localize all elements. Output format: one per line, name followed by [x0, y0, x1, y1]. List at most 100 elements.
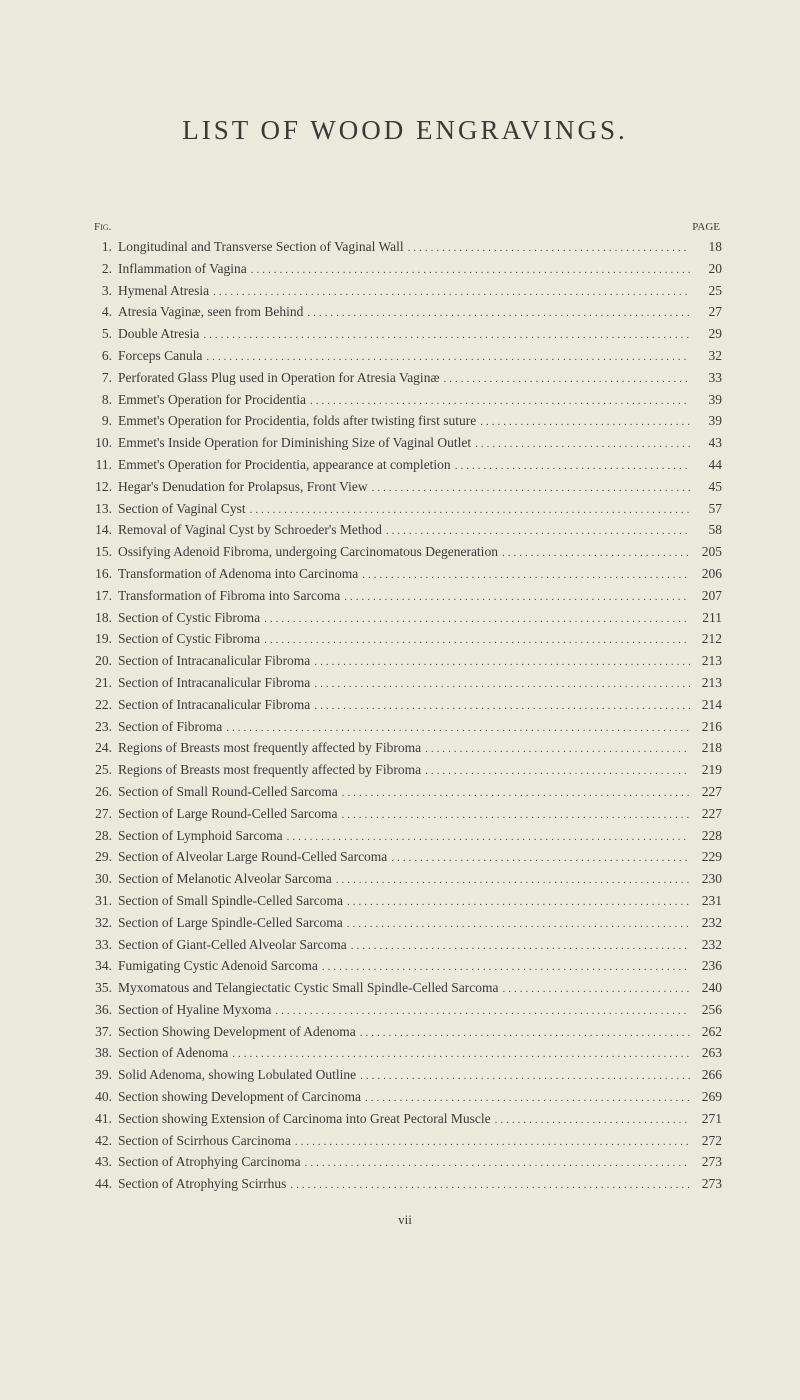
entry-page-number: 33 [690, 368, 722, 389]
entry-number: 2. [88, 259, 112, 280]
leader-dots: ........................................… [202, 347, 690, 368]
entry-number: 33. [88, 935, 112, 956]
list-item: 4.Atresia Vaginæ, seen from Behind......… [88, 302, 722, 324]
entry-description: Myxomatous and Telangiectatic Cystic Sma… [118, 978, 498, 999]
entry-body: Section of Cystic Fibroma...............… [118, 629, 722, 651]
entry-number: 43. [88, 1152, 112, 1173]
page-number-footer: vii [88, 1212, 722, 1228]
entry-body: Section of Giant-Celled Alveolar Sarcoma… [118, 935, 722, 957]
leader-dots: ........................................… [343, 914, 690, 935]
leader-dots: ........................................… [306, 391, 690, 412]
entry-number: 21. [88, 673, 112, 694]
entry-body: Atresia Vaginæ, seen from Behind........… [118, 302, 722, 324]
leader-dots: ........................................… [498, 979, 690, 1000]
entry-body: Section of Cystic Fibroma...............… [118, 608, 722, 630]
entry-body: Emmet's Operation for Procidentia, folds… [118, 411, 722, 433]
entry-body: Section of Intracanalicular Fibroma.....… [118, 695, 722, 717]
entry-body: Transformation of Fibroma into Sarcoma..… [118, 586, 722, 608]
leader-dots: ........................................… [337, 805, 690, 826]
entry-page-number: 27 [690, 302, 722, 323]
list-item: 33. Section of Giant-Celled Alveolar Sarc… [88, 935, 722, 957]
entry-page-number: 206 [690, 564, 722, 585]
list-item: 1.Longitudinal and Transverse Section of… [88, 237, 722, 259]
leader-dots: ........................................… [310, 674, 690, 695]
leader-dots: ........................................… [439, 369, 690, 390]
fig-column-label: Fig. [88, 221, 111, 233]
entry-page-number: 227 [690, 782, 722, 803]
leader-dots: ........................................… [247, 260, 690, 281]
leader-dots: ........................................… [228, 1044, 690, 1065]
list-item: 19.Section of Cystic Fibroma............… [88, 629, 722, 651]
list-item: 5.Double Atresia........................… [88, 324, 722, 346]
entry-number: 17. [88, 586, 112, 607]
entry-number: 23. [88, 717, 112, 738]
entry-description: Emmet's Operation for Procidentia, folds… [118, 411, 476, 432]
entry-description: Emmet's Inside Operation for Diminishing… [118, 433, 471, 454]
entry-description: Section of Vaginal Cyst [118, 499, 246, 520]
leader-dots: ........................................… [310, 652, 690, 673]
leader-dots: ........................................… [368, 478, 690, 499]
leader-dots: ........................................… [222, 718, 690, 739]
entry-description: Section of Giant-Celled Alveolar Sarcoma [118, 935, 347, 956]
entry-description: Section of Large Spindle-Celled Sarcoma [118, 913, 343, 934]
entry-description: Ossifying Adenoid Fibroma, undergoing Ca… [118, 542, 498, 563]
entry-number: 35. [88, 978, 112, 999]
list-item: 30.Section of Melanotic Alveolar Sarcoma… [88, 869, 722, 891]
entry-page-number: 207 [690, 586, 722, 607]
leader-dots: ........................................… [451, 456, 690, 477]
entry-page-number: 18 [690, 237, 722, 258]
entry-number: 30. [88, 869, 112, 890]
list-item: 24.Regions of Breasts most frequently af… [88, 738, 722, 760]
entry-description: Hegar's Denudation for Prolapsus, Front … [118, 477, 368, 498]
entry-number: 25. [88, 760, 112, 781]
entry-page-number: 45 [690, 477, 722, 498]
leader-dots: ........................................… [209, 282, 690, 303]
list-item: 41.Section showing Extension of Carcinom… [88, 1109, 722, 1131]
list-item: 28.Section of Lymphoid Sarcoma..........… [88, 826, 722, 848]
entry-number: 13. [88, 499, 112, 520]
leader-dots: ........................................… [246, 500, 690, 521]
leader-dots: ........................................… [387, 848, 690, 869]
entry-description: Transformation of Adenoma into Carcinoma [118, 564, 358, 585]
entry-body: Section of Adenoma......................… [118, 1043, 722, 1065]
entry-body: Hymenal Atresia.........................… [118, 281, 722, 303]
entry-description: Section of Scirrhous Carcinoma [118, 1131, 291, 1152]
leader-dots: ........................................… [356, 1023, 690, 1044]
list-item: 31.Section of Small Spindle-Celled Sarco… [88, 891, 722, 913]
entry-number: 7. [88, 368, 112, 389]
list-item: 29.Section of Alveolar Large Round-Celle… [88, 847, 722, 869]
entry-number: 28. [88, 826, 112, 847]
list-item: 17. Transformation of Fibroma into Sarcom… [88, 586, 722, 608]
leader-dots: ........................................… [286, 1175, 690, 1196]
leader-dots: ........................................… [476, 412, 690, 433]
entry-body: Section of Scirrhous Carcinoma..........… [118, 1131, 722, 1153]
entry-description: Section of Large Round-Celled Sarcoma [118, 804, 337, 825]
entry-description: Section Showing Development of Adenoma [118, 1022, 356, 1043]
entry-description: Section of Small Spindle-Celled Sarcoma [118, 891, 343, 912]
entry-number: 1. [88, 237, 112, 258]
entry-page-number: 273 [690, 1152, 722, 1173]
list-item: 43.Section of Atrophying Carcinoma......… [88, 1152, 722, 1174]
entry-description: Transformation of Fibroma into Sarcoma [118, 586, 340, 607]
leader-dots: ........................................… [471, 434, 690, 455]
entry-page-number: 227 [690, 804, 722, 825]
entry-page-number: 58 [690, 520, 722, 541]
entry-page-number: 229 [690, 847, 722, 868]
list-item: 42.Section of Scirrhous Carcinoma.......… [88, 1131, 722, 1153]
entry-description: Double Atresia [118, 324, 199, 345]
list-item: 9.Emmet's Operation for Procidentia, fol… [88, 411, 722, 433]
entry-body: Perforated Glass Plug used in Operation … [118, 368, 722, 390]
entry-page-number: 43 [690, 433, 722, 454]
list-item: 27.Section of Large Round-Celled Sarcoma… [88, 804, 722, 826]
entry-description: Forceps Canula [118, 346, 202, 367]
entry-page-number: 25 [690, 281, 722, 302]
entry-description: Regions of Breasts most frequently affec… [118, 760, 421, 781]
entry-page-number: 219 [690, 760, 722, 781]
list-item: 36.Section of Hyaline Myxoma............… [88, 1000, 722, 1022]
entry-number: 18. [88, 608, 112, 629]
entry-page-number: 266 [690, 1065, 722, 1086]
entry-description: Section of Atrophying Scirrhus [118, 1174, 286, 1195]
entry-body: Section of Alveolar Large Round-Celled S… [118, 847, 722, 869]
entry-number: 8. [88, 390, 112, 411]
leader-dots: ........................................… [260, 609, 690, 630]
